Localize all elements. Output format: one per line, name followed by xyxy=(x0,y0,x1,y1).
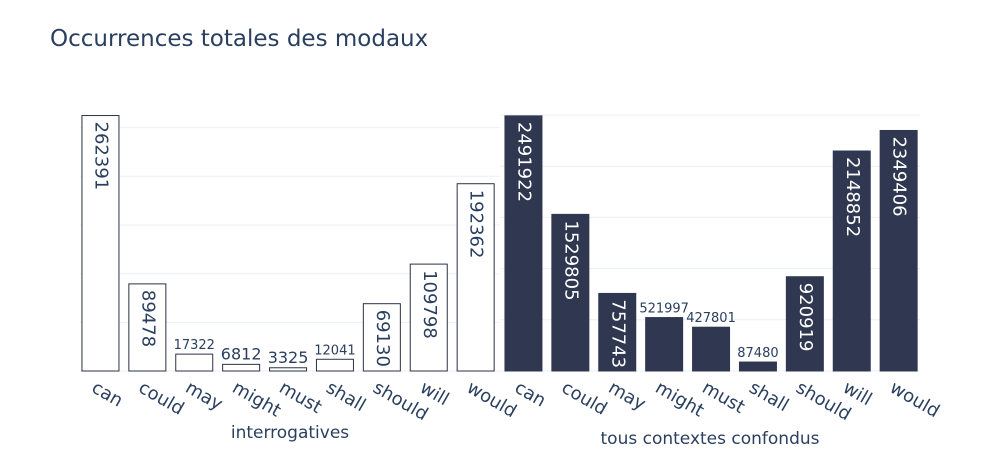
data-label-must: 427801 xyxy=(686,311,736,326)
bar-must xyxy=(269,367,308,372)
data-label-may: 757743 xyxy=(607,299,628,368)
data-label-might: 521997 xyxy=(639,302,689,317)
x-tick-may: may xyxy=(605,377,650,415)
data-label-should: 69130 xyxy=(372,310,393,367)
data-label-would: 2349406 xyxy=(889,136,910,216)
data-label-would: 192362 xyxy=(466,190,487,259)
data-label-might: 6812 xyxy=(221,344,262,363)
chart-title: Occurrences totales des modaux xyxy=(50,26,429,52)
x-tick-would: would xyxy=(463,377,520,422)
x-tick-shall: shall xyxy=(745,377,792,416)
x-tick-must: must xyxy=(276,377,326,418)
x-axis-title-tous-contextes: tous contextes confondus xyxy=(601,429,820,449)
bar-shall xyxy=(738,361,777,372)
bar-should xyxy=(362,303,401,372)
x-tick-might: might xyxy=(652,377,708,421)
x-axis-title-interrogatives: interrogatives xyxy=(231,423,349,443)
bar-might xyxy=(222,363,261,372)
data-label-could: 89478 xyxy=(137,290,158,347)
bar-will xyxy=(832,150,871,372)
data-label-must: 3325 xyxy=(268,348,309,367)
data-labels: 262391 89478 17322 6812 3325 12041 69130 109798… xyxy=(90,122,909,369)
data-label-should: 920919 xyxy=(795,283,816,352)
data-label-shall: 12041 xyxy=(314,343,355,358)
bar-will xyxy=(409,263,448,372)
bar-could xyxy=(551,213,590,372)
bar-can xyxy=(504,115,543,372)
bar-could xyxy=(128,283,167,372)
bar-may xyxy=(175,353,214,372)
bar-may xyxy=(598,292,637,372)
x-tick-might: might xyxy=(229,377,285,421)
bar-would xyxy=(456,183,495,372)
x-tick-could: could xyxy=(135,377,188,420)
x-tick-must: must xyxy=(699,377,749,418)
data-label-will: 109798 xyxy=(419,270,440,339)
x-tick-shall: shall xyxy=(322,377,369,416)
x-tick-would: would xyxy=(886,377,943,422)
bar-would xyxy=(879,129,918,372)
bar-must xyxy=(692,326,731,372)
bar-can xyxy=(81,115,120,372)
data-label-could: 1529805 xyxy=(560,220,581,300)
bar-should xyxy=(785,276,824,372)
bar-shall xyxy=(315,358,354,372)
bar-might xyxy=(645,317,684,372)
x-tick-could: could xyxy=(558,377,611,420)
data-label-shall: 87480 xyxy=(737,346,778,361)
data-label-can: 262391 xyxy=(90,122,111,191)
data-label-may: 17322 xyxy=(174,338,215,353)
data-label-will: 2148852 xyxy=(842,157,863,237)
data-label-can: 2491922 xyxy=(513,122,534,202)
bars xyxy=(81,115,918,372)
x-tick-may: may xyxy=(182,377,227,415)
x-tick-can: can xyxy=(88,377,127,411)
